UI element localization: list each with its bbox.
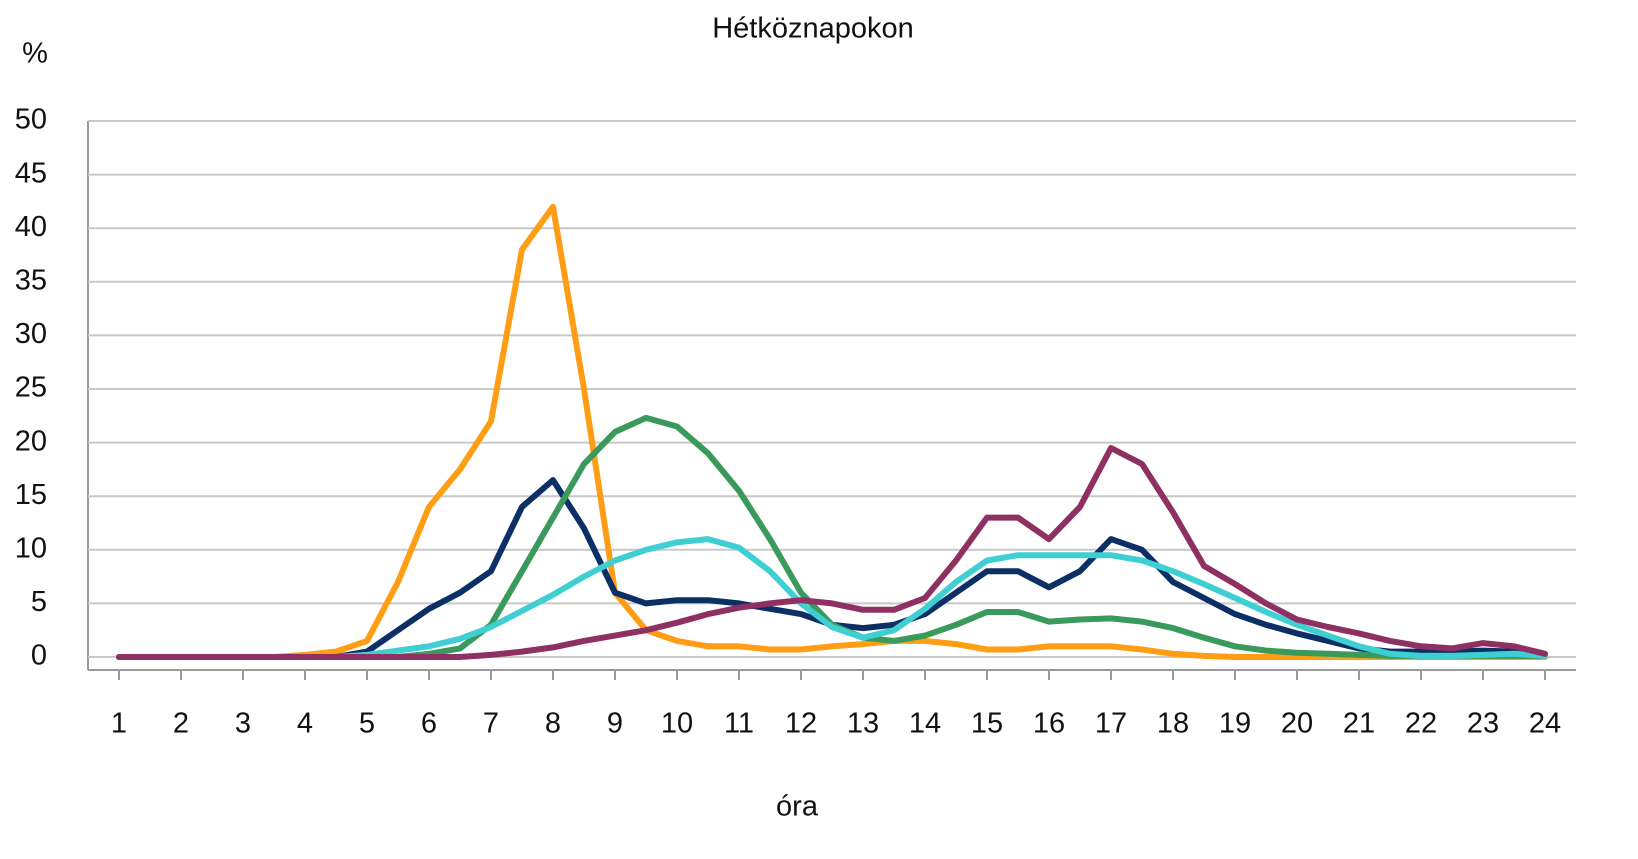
x-tick-label: 7 [483, 708, 499, 740]
x-tick-label: 16 [1033, 708, 1065, 740]
y-tick-label: 50 [15, 104, 47, 136]
x-tick-label: 12 [785, 708, 817, 740]
x-tick-label: 9 [607, 708, 623, 740]
y-tick-label: 0 [31, 640, 47, 672]
x-axis-label: óra [776, 791, 819, 823]
x-tick-label: 8 [545, 708, 561, 740]
series-line [116, 414, 1548, 660]
x-tick-label: 17 [1095, 708, 1127, 740]
x-tick-label: 14 [909, 708, 941, 740]
x-tick-label: 24 [1529, 708, 1561, 740]
y-tick-label: 25 [15, 372, 47, 404]
x-tick-label: 2 [173, 708, 189, 740]
x-tick-label: 6 [421, 708, 437, 740]
x-tick-label: 11 [724, 708, 754, 740]
x-tick-label: 21 [1343, 708, 1375, 740]
x-tick-label: 10 [661, 708, 693, 740]
chart-title: Hétköznapokon [712, 13, 914, 45]
y-tick-label: 20 [15, 425, 47, 457]
x-tick-label: 3 [235, 708, 251, 740]
x-tick-label: 18 [1157, 708, 1189, 740]
x-tick-label: 4 [297, 708, 313, 740]
y-tick-label: 45 [15, 157, 47, 189]
x-tick-label: 22 [1405, 708, 1437, 740]
y-tick-label: 10 [15, 532, 47, 564]
x-tick-label: 20 [1281, 708, 1313, 740]
series-line [116, 445, 1548, 660]
series-line [116, 203, 1548, 660]
x-tick-label: 23 [1467, 708, 1499, 740]
y-axis-label: % [22, 38, 48, 70]
y-tick-label: 5 [31, 586, 47, 618]
x-tick-label: 19 [1219, 708, 1251, 740]
x-tick-label: 5 [359, 708, 375, 740]
y-tick-label: 30 [15, 318, 47, 350]
x-tick-label: 15 [971, 708, 1003, 740]
x-tick-label: 13 [847, 708, 879, 740]
y-tick-label: 35 [15, 264, 47, 296]
y-tick-label: 40 [15, 211, 47, 243]
series-line [116, 536, 1548, 660]
x-tick-label: 1 [111, 708, 127, 740]
y-tick-label: 15 [15, 479, 47, 511]
